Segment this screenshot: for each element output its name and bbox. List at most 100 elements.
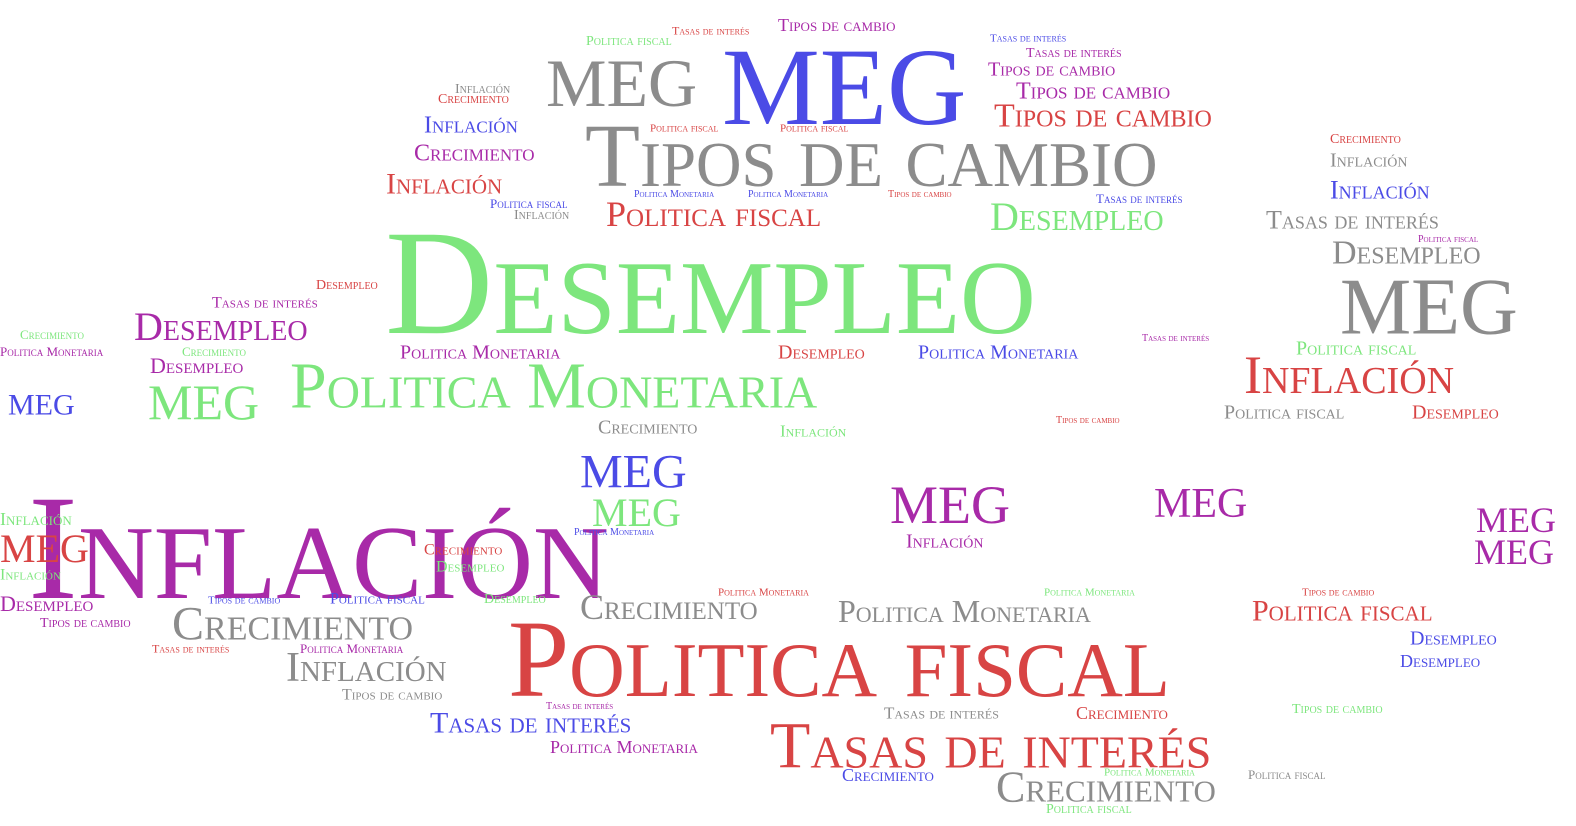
word-desempleo: Desempleo xyxy=(134,303,308,349)
word-crecimiento: Crecimiento xyxy=(414,140,535,167)
word-desempleo: Desempleo xyxy=(1410,627,1497,650)
word-inflacion: Inflación xyxy=(780,421,847,441)
word-tipos-de-cambio: Tipos de cambio xyxy=(40,616,131,632)
word-desempleo: Desempleo xyxy=(484,592,546,608)
word-politica-monetaria: Politica Monetaria xyxy=(918,341,1079,364)
word-politica-fiscal: Politica fiscal xyxy=(1252,594,1433,628)
word-inflacion: Inflación xyxy=(0,566,61,584)
word-tasas-de-interes: Tasas de interés xyxy=(1142,333,1210,345)
word-meg: MEG xyxy=(148,374,260,430)
word-tasas-de-interes: Tasas de interés xyxy=(430,706,632,740)
word-politica-monetaria: Politica Monetaria xyxy=(290,349,818,423)
word-crecimiento: Crecimiento xyxy=(438,92,509,108)
word-desempleo: Desempleo xyxy=(385,200,1036,366)
word-desempleo: Desempleo xyxy=(150,352,244,378)
word-politica-monetaria: Politica Monetaria xyxy=(300,640,404,656)
word-politica-monetaria: Politica Monetaria xyxy=(0,343,104,359)
word-meg: MEG xyxy=(580,445,687,499)
word-desempleo: Desempleo xyxy=(0,590,94,616)
word-crecimiento: Crecimiento xyxy=(182,343,247,359)
word-politica-fiscal: Politica fiscal xyxy=(490,195,568,211)
word-tipos-de-cambio: Tipos de cambio xyxy=(208,594,281,607)
word-tasas-de-interes: Tasas de interés xyxy=(990,32,1067,45)
word-politica-monetaria: Politica Monetaria xyxy=(1044,586,1135,599)
word-crecimiento: Crecimiento xyxy=(598,416,698,439)
word-tipos-de-cambio: Tipos de cambio xyxy=(342,686,443,704)
word-inflacion: Inflación xyxy=(28,465,609,631)
word-meg: MEG xyxy=(0,525,89,571)
word-tipos-de-cambio: Tipos de cambio xyxy=(585,106,1158,206)
word-inflacion: Inflación xyxy=(0,508,72,529)
word-politica-fiscal: Politica fiscal xyxy=(1248,766,1326,782)
word-politica-monetaria: Politica Monetaria xyxy=(718,586,809,599)
word-tasas-de-interes: Tasas de interés xyxy=(546,701,614,713)
word-politica-fiscal: Politica fiscal xyxy=(780,122,849,135)
word-politica-fiscal: Politica fiscal xyxy=(1224,401,1345,424)
word-meg: MEG xyxy=(722,26,967,149)
word-desempleo: Desempleo xyxy=(316,278,378,294)
word-meg: MEG xyxy=(8,388,75,422)
word-tipos-de-cambio: Tipos de cambio xyxy=(1292,702,1383,718)
word-tasas-de-interes: Tasas de interés xyxy=(212,294,318,312)
word-desempleo: Desempleo xyxy=(1400,650,1481,671)
word-politica-monetaria: Politica Monetaria xyxy=(550,736,698,757)
word-desempleo: Desempleo xyxy=(1412,401,1499,424)
word-politica-fiscal: Politica fiscal xyxy=(508,598,1170,721)
word-tipos-de-cambio: Tipos de cambio xyxy=(778,14,896,35)
word-politica-fiscal: Politica fiscal xyxy=(606,193,822,234)
word-tipos-de-cambio: Tipos de cambio xyxy=(1016,78,1171,105)
word-politica-monetaria: Politica Monetaria xyxy=(838,593,1091,630)
word-tasas-de-interes: Tasas de interés xyxy=(770,709,1212,783)
word-desempleo: Desempleo xyxy=(1332,234,1481,272)
word-inflacion: Inflación xyxy=(1330,175,1430,205)
word-crecimiento: Crecimiento xyxy=(172,597,414,651)
word-crecimiento: Crecimiento xyxy=(580,586,758,627)
word-desempleo: Desempleo xyxy=(990,193,1164,239)
word-inflacion: Inflación xyxy=(906,530,984,553)
word-tasas-de-interes: Tasas de interés xyxy=(152,641,230,656)
word-meg: MEG xyxy=(1474,531,1554,572)
word-tipos-de-cambio: Tipos de cambio xyxy=(888,189,952,201)
word-politica-fiscal: Politica fiscal xyxy=(330,590,425,608)
word-meg: MEG xyxy=(1476,499,1556,540)
word-crecimiento: Crecimiento xyxy=(842,764,934,785)
word-tipos-de-cambio: Tipos de cambio xyxy=(1056,415,1120,427)
word-inflacion: Inflación xyxy=(286,645,447,692)
word-politica-monetaria: Politica Monetaria xyxy=(574,527,655,539)
word-tasas-de-interes: Tasas de interés xyxy=(1096,190,1183,206)
word-politica-fiscal: Politica fiscal xyxy=(1418,234,1479,246)
word-politica-monetaria: Politica Monetaria xyxy=(748,189,829,201)
word-tipos-de-cambio: Tipos de cambio xyxy=(1302,586,1375,599)
word-inflacion: Inflación xyxy=(424,112,518,139)
word-tipos-de-cambio: Tipos de cambio xyxy=(988,58,1116,81)
word-politica-fiscal: Politica fiscal xyxy=(586,34,672,50)
word-meg: MEG xyxy=(592,489,681,535)
word-inflacion: Inflación xyxy=(386,167,503,201)
word-tasas-de-interes: Tasas de interés xyxy=(672,23,750,38)
word-tipos-de-cambio: Tipos de cambio xyxy=(994,97,1212,135)
word-politica-fiscal: Politica fiscal xyxy=(1296,337,1417,360)
word-politica-fiscal: Politica fiscal xyxy=(650,122,719,135)
word-inflacion: Inflación xyxy=(1244,344,1455,405)
word-inflacion: Inflación xyxy=(455,82,511,98)
word-tasas-de-interes: Tasas de interés xyxy=(1026,46,1122,62)
word-inflacion: Inflación xyxy=(514,208,570,224)
word-desempleo: Desempleo xyxy=(778,341,865,364)
word-inflacion: Inflación xyxy=(1330,149,1408,172)
word-politica-monetaria: Politica Monetaria xyxy=(1104,766,1195,779)
word-meg: MEG xyxy=(1154,481,1248,528)
word-politica-monetaria: Politica Monetaria xyxy=(634,189,715,201)
word-tasas-de-interes: Tasas de interés xyxy=(1266,205,1439,235)
word-desempleo: Desempleo xyxy=(436,558,505,576)
word-crecimiento: Crecimiento xyxy=(1330,132,1401,148)
word-crecimiento: Crecimiento xyxy=(20,326,85,342)
word-tasas-de-interes: Tasas de interés xyxy=(884,703,999,723)
word-crecimiento: Crecimiento xyxy=(424,541,503,559)
word-crecimiento: Crecimiento xyxy=(1076,702,1168,723)
word-meg: MEG xyxy=(546,44,698,121)
word-meg: MEG xyxy=(890,474,1010,535)
word-meg: MEG xyxy=(1340,263,1518,352)
word-politica-fiscal: Politica fiscal xyxy=(1046,802,1132,818)
word-crecimiento: Crecimiento xyxy=(996,762,1216,812)
